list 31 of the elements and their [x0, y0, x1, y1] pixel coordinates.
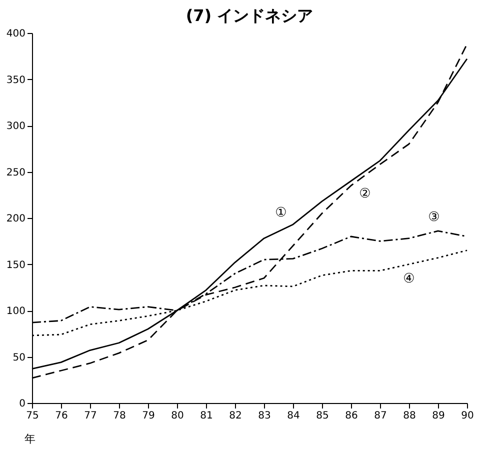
x-tick-label: 75	[26, 410, 39, 422]
x-tick-label: 84	[287, 410, 300, 422]
x-tick-label: 86	[345, 410, 358, 422]
y-tick-label: 50	[12, 352, 26, 364]
y-tick-label: 200	[6, 214, 26, 224]
y-tick-label: 250	[6, 167, 26, 178]
x-tick-label: 89	[432, 410, 445, 422]
series-label: ②	[359, 186, 371, 202]
y-tick-label: 0	[19, 398, 26, 410]
x-tick-label: 83	[258, 410, 271, 422]
series-label: ①	[275, 205, 287, 220]
chart-title: (7) インドネシア	[186, 6, 314, 25]
x-tick-label: 88	[403, 410, 416, 422]
series-label: ④	[403, 271, 415, 286]
x-tick-label: 78	[113, 410, 126, 422]
x-tick-label: 90	[461, 410, 474, 422]
x-tick-label: 82	[229, 410, 242, 422]
x-tick-label: 79	[142, 410, 155, 422]
x-tick-label: 85	[316, 410, 329, 422]
x-tick-label: 80	[171, 410, 184, 422]
y-tick-label: 100	[6, 306, 26, 317]
x-tick-label: 87	[374, 410, 387, 422]
y-tick-label: 350	[6, 74, 26, 86]
series-label: ③	[428, 210, 440, 225]
y-tick-label: 400	[6, 28, 26, 40]
y-tick-label: 150	[6, 260, 26, 271]
x-axis-title: 年	[24, 432, 36, 446]
x-tick-label: 81	[200, 410, 213, 422]
x-tick-label: 77	[84, 410, 97, 422]
x-tick-label: 76	[55, 410, 68, 422]
y-tick-label: 300	[6, 121, 26, 132]
